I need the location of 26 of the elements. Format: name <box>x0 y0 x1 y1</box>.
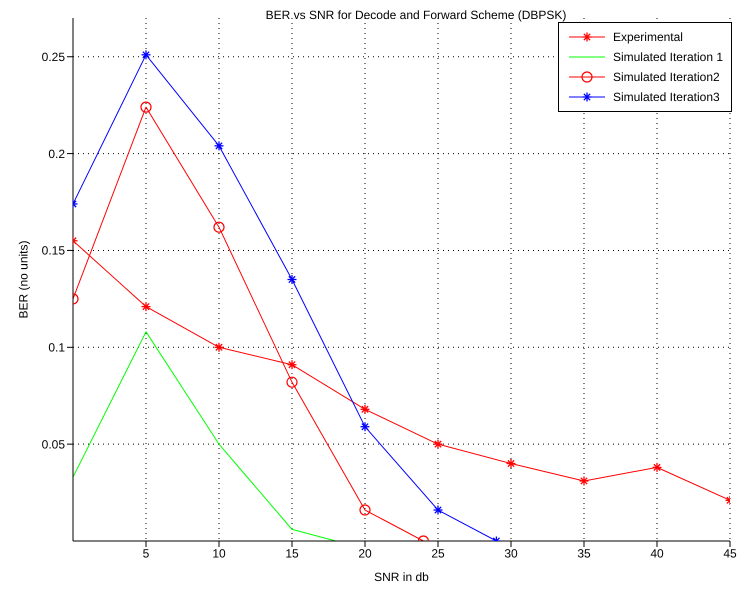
point <box>140 102 152 113</box>
legend-label: Simulated Iteration2 <box>612 70 720 84</box>
chart-title: BER vs SNR for Decode and Forward Scheme (DBPSK) <box>264 8 568 22</box>
legend-label: Simulated Iteration 1 <box>612 50 723 64</box>
y-tick-label: 0.25 <box>42 50 66 64</box>
x-axis-title: SNR in db <box>374 570 430 584</box>
point <box>286 376 298 388</box>
y-tick-label: 0.05 <box>42 437 66 452</box>
x-tick-label: 5 <box>142 546 150 561</box>
x-tick-label: 25 <box>431 546 445 561</box>
x-tick-label: 35 <box>577 546 591 561</box>
line-series <box>73 331 336 541</box>
x-tick-label: 20 <box>358 546 372 561</box>
point <box>213 222 225 233</box>
x-tick-label: 45 <box>723 546 737 561</box>
x-tick-label: 40 <box>650 546 664 561</box>
legend-label: Experimental <box>612 30 683 44</box>
y-tick-label: 0.15 <box>42 244 66 258</box>
legend-label: Simulated Iteration3 <box>612 90 720 104</box>
x-tick-label: 15 <box>285 546 299 561</box>
point <box>359 504 371 516</box>
y-axis-title: BER (no units) <box>16 240 30 319</box>
x-tick-label: 10 <box>212 546 226 561</box>
y-tick-label: 0.1 <box>48 340 66 355</box>
x-tick-label: 30 <box>504 546 518 561</box>
y-tick-label: 0.2 <box>48 146 66 161</box>
